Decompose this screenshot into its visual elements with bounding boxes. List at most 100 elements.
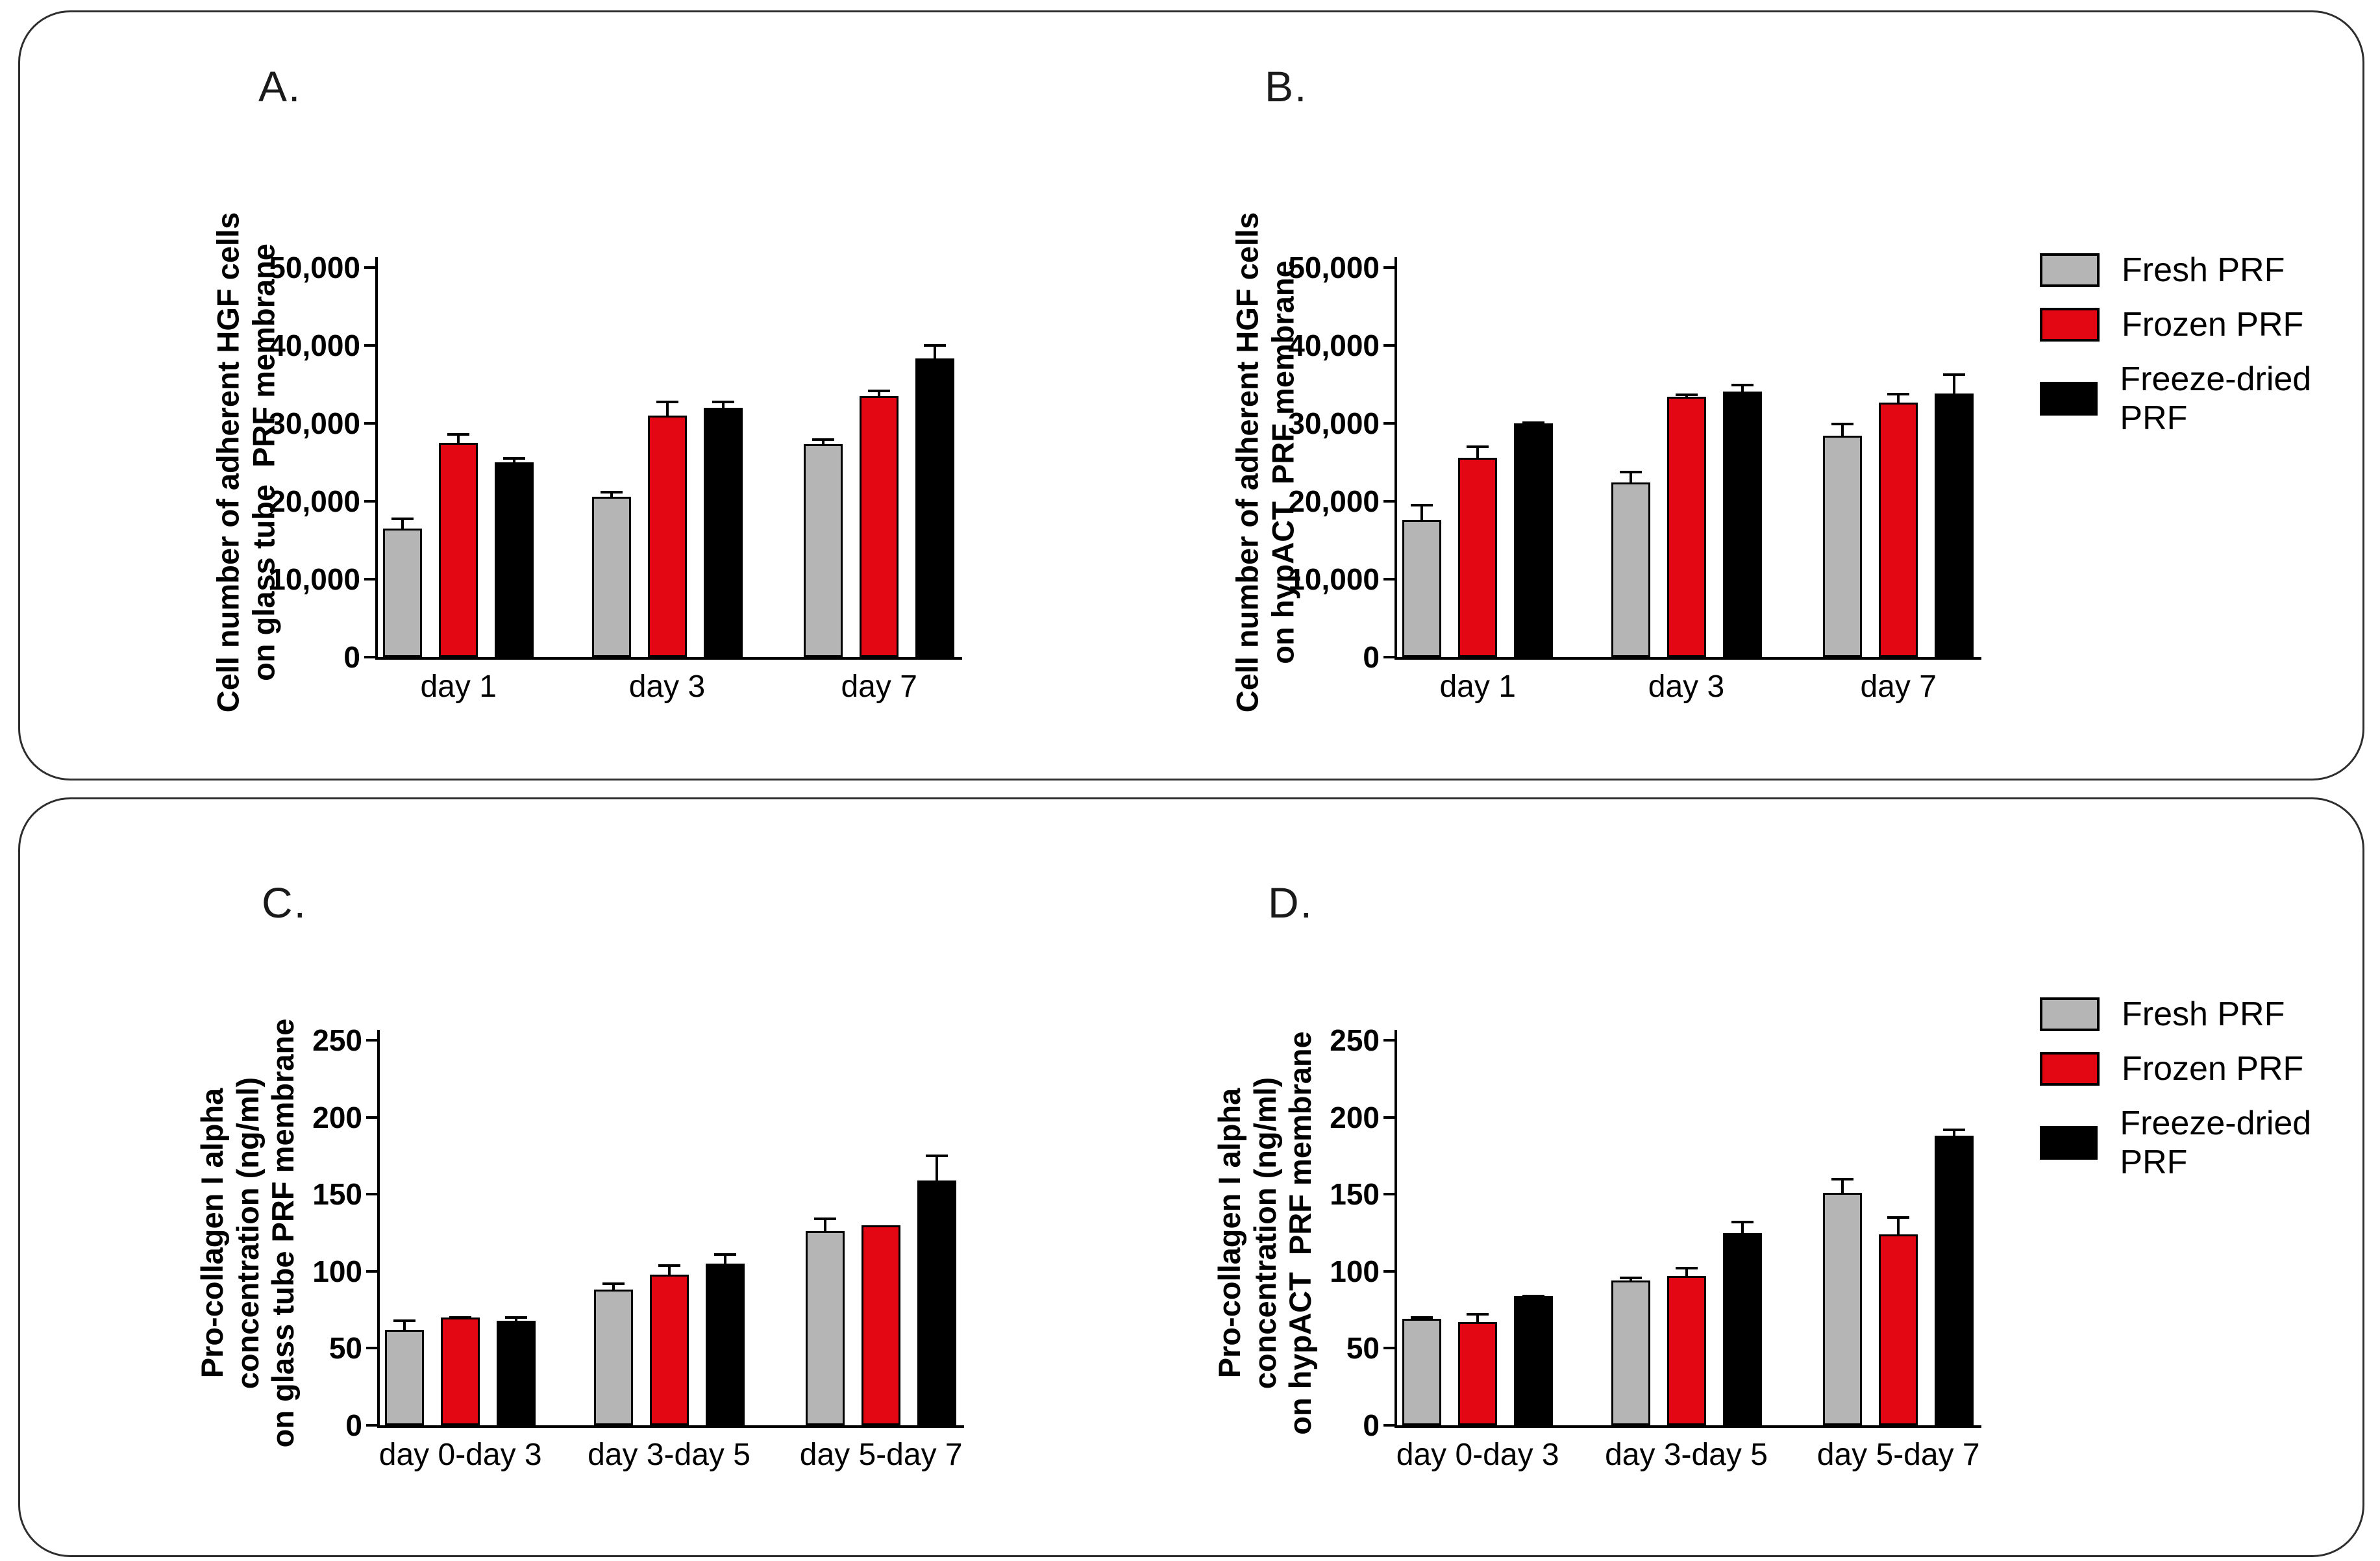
y-tick: [1383, 344, 1397, 347]
y-tick-label: 50,000: [269, 251, 360, 284]
y-tick-label: 0: [345, 1408, 362, 1442]
panel-letter-d: D.: [1268, 879, 1313, 927]
legend-swatch-fresh-prf: [2040, 997, 2100, 1031]
bar-frozen-prf: [1879, 392, 1918, 657]
error-bar: [656, 400, 678, 418]
error-bar: [391, 517, 414, 531]
chart-d-procollagen-hypact: Pro-collagen I alpha concentration (ng/m…: [1212, 1023, 1981, 1472]
bar-cluster: [383, 433, 534, 657]
error-bar: [1411, 1316, 1433, 1321]
chart-a-adherent-cells-glass-tube: Cell number of adherent HGF cells on gla…: [210, 212, 962, 712]
bar-fresh-prf: [593, 1282, 633, 1425]
panel-letter-c: C.: [262, 879, 307, 927]
y-tick-label: 150: [1330, 1177, 1380, 1212]
error-bar-cap: [602, 1282, 625, 1286]
bar-frozen-prf: [439, 433, 478, 657]
bar-fresh-prf: [383, 517, 423, 657]
y-tick-label: 20,000: [1288, 484, 1380, 518]
x-tick-label: day 1: [420, 669, 497, 704]
y-tick: [1383, 500, 1397, 503]
error-bar-cap: [658, 1264, 680, 1267]
x-tick-label: day 5-day 7: [799, 1438, 963, 1472]
bar-cluster: [1402, 1295, 1554, 1425]
y-tick: [366, 1193, 380, 1196]
y-tick: [364, 656, 378, 658]
bar-freeze-dried-prf: [705, 1253, 745, 1425]
x-tick-label: day 3-day 5: [588, 1438, 750, 1472]
y-tick-label: 30,000: [1288, 406, 1380, 440]
y-tick: [366, 1347, 380, 1350]
y-tick-label: 0: [1363, 640, 1380, 674]
panel-letter-b: B.: [1265, 62, 1308, 110]
legend-label-freeze-dried-prf: Freeze-dried PRF: [2120, 360, 2312, 437]
legend-swatch-frozen-prf: [2040, 1052, 2100, 1086]
error-bar: [658, 1264, 680, 1277]
bar-frozen-prf: [647, 400, 687, 657]
bar-frozen-prf: [1458, 1313, 1498, 1425]
y-tick: [366, 1039, 380, 1042]
panel-letter-a: A.: [258, 62, 302, 110]
legend-item-fresh: Fresh PRF: [2040, 995, 2380, 1034]
error-bar-cap: [1522, 421, 1545, 424]
error-bar: [1467, 1313, 1489, 1325]
bar-cluster: [591, 400, 743, 657]
legend-item-freeze-dried: Freeze-dried PRF: [2040, 1104, 2380, 1182]
legend-top: Fresh PRF Frozen PRF Freeze-dried PRF: [2040, 251, 2380, 438]
error-bar-cap: [393, 1319, 416, 1322]
x-tick-label: day 3: [1648, 669, 1725, 704]
bar-freeze-dried-prf: [497, 1316, 536, 1425]
y-tick: [364, 266, 378, 269]
error-bar-cap: [1943, 373, 1966, 376]
y-tick-label: 50: [328, 1331, 362, 1366]
bar-fresh-prf: [1402, 504, 1442, 657]
y-tick-label: 150: [312, 1177, 362, 1212]
error-bar: [505, 1316, 528, 1323]
legend-label-fresh-prf: Fresh PRF: [2122, 251, 2285, 289]
bar-freeze-dried-prf: [1935, 373, 1974, 657]
bar-frozen-prf: [860, 389, 899, 657]
y-tick: [364, 344, 378, 347]
bar-freeze-dried-prf: [1722, 1221, 1762, 1425]
bar-cluster: [1823, 1128, 1974, 1425]
error-bar: [503, 457, 526, 464]
y-tick-label: 200: [1330, 1100, 1380, 1134]
y-tick-label: 100: [1330, 1254, 1380, 1288]
bar-cluster: [1611, 384, 1762, 657]
error-bar-cap: [1675, 393, 1698, 396]
bar-cluster: [804, 344, 955, 657]
bar-frozen-prf: [1458, 445, 1498, 657]
error-bar: [1411, 504, 1433, 522]
bottom-panel-box: [18, 797, 2364, 1557]
error-bar: [812, 438, 835, 447]
bar-freeze-dried-prf: [703, 400, 743, 657]
legend-bottom: Fresh PRF Frozen PRF Freeze-dried PRF: [2040, 995, 2380, 1182]
error-bar-cap: [447, 433, 470, 436]
y-tick: [366, 1116, 380, 1119]
error-bar: [814, 1218, 837, 1234]
y-tick-label: 30,000: [269, 406, 360, 440]
bar-cluster: [1823, 373, 1974, 657]
error-bar: [602, 1282, 625, 1292]
bar-freeze-dried-prf: [495, 457, 534, 657]
y-tick-label: 40,000: [269, 329, 360, 362]
legend-label-frozen-prf: Frozen PRF: [2122, 306, 2304, 343]
error-bar: [447, 433, 470, 445]
error-bar-cap: [1831, 423, 1854, 426]
x-tick-label: day 0-day 3: [378, 1438, 542, 1472]
error-bar: [924, 344, 947, 361]
y-tick: [1383, 578, 1397, 581]
y-tick-label: 0: [1363, 1408, 1380, 1442]
bar-cluster: [806, 1155, 957, 1425]
bar-frozen-prf: [862, 1225, 901, 1425]
x-tick-label: day 1: [1439, 669, 1516, 704]
y-tick-label: 40,000: [1288, 329, 1380, 362]
x-tick-label: day 3: [628, 669, 706, 704]
y-tick: [1383, 1116, 1397, 1119]
error-bar: [712, 400, 734, 410]
bar-freeze-dried-prf: [915, 344, 955, 657]
error-bar-cap: [449, 1316, 472, 1319]
error-bar-cap: [926, 1155, 948, 1158]
y-tick: [366, 1424, 380, 1427]
bar-cluster: [385, 1316, 536, 1425]
error-bar-cap: [1731, 384, 1754, 387]
